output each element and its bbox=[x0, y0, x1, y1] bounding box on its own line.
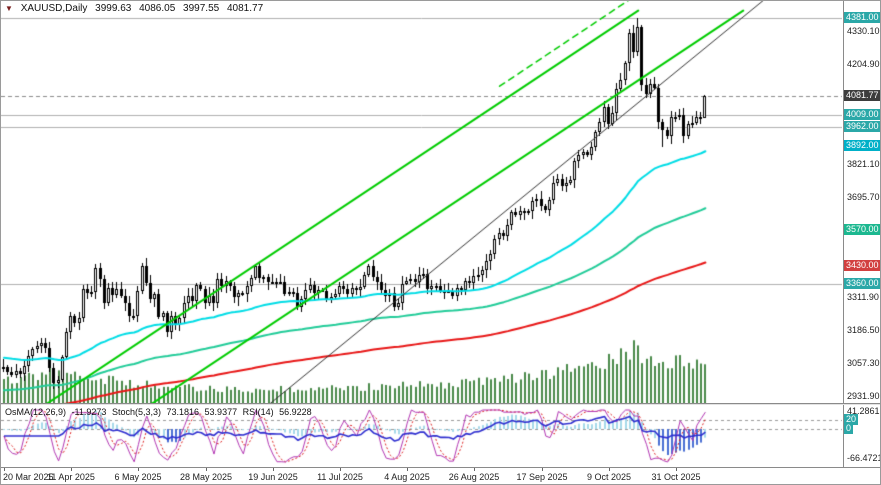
price-level-label: 3892.00 bbox=[844, 139, 880, 151]
time-axis[interactable]: 20 Mar 2025 11 Apr 2025 6 May 2025 28 May 2… bbox=[1, 467, 880, 484]
indicator-tick-label: -66.4721 bbox=[847, 453, 881, 463]
date-label: 26 Aug 2025 bbox=[448, 472, 500, 482]
date-tick-mark bbox=[676, 468, 677, 471]
date-label: 6 May 2025 bbox=[114, 472, 162, 482]
stoch-label: Stoch(5,3,3) bbox=[111, 407, 161, 417]
date-label: 28 May 2025 bbox=[179, 472, 233, 482]
date-label: 9 Oct 2025 bbox=[586, 472, 632, 482]
date-tick-mark bbox=[474, 468, 475, 471]
date-label: 11 Jul 2025 bbox=[317, 472, 363, 482]
indicator-tick-label: 41.2861 bbox=[847, 406, 880, 416]
date-tick-mark bbox=[407, 468, 408, 471]
date-tick-mark bbox=[273, 468, 274, 471]
price-level-label: 4009.00 bbox=[844, 109, 880, 121]
price-level-label: 3430.00 bbox=[844, 260, 880, 272]
date-tick-mark bbox=[206, 468, 207, 471]
date-label: 4 Aug 2025 bbox=[384, 472, 430, 482]
date-tick-mark bbox=[340, 468, 341, 471]
indicator-axis[interactable]: 41.2861 -66.4721 20 0 bbox=[843, 405, 881, 467]
price-tick-label: 3821.10 bbox=[847, 159, 880, 170]
price-level-label: 3962.00 bbox=[844, 121, 880, 133]
open-value: 3999.63 bbox=[95, 3, 132, 14]
price-tick-label: 4204.90 bbox=[847, 59, 880, 70]
pane-splitter[interactable] bbox=[1, 403, 880, 405]
date-tick-mark bbox=[609, 468, 610, 471]
price-tick-label: 4330.10 bbox=[847, 26, 880, 37]
price-level-label: 4081.77 bbox=[844, 90, 880, 102]
rsi-value: 56.9228 bbox=[279, 407, 312, 417]
osma-value: -11.9273 bbox=[71, 407, 107, 417]
price-level-label: 3570.00 bbox=[844, 223, 880, 235]
date-label: 20 Mar 2025 bbox=[3, 472, 54, 482]
date-tick-mark bbox=[4, 468, 5, 471]
date-label: 19 Jun 2025 bbox=[248, 472, 298, 482]
date-label: 17 Sep 2025 bbox=[516, 472, 568, 482]
indicator-canvas[interactable] bbox=[1, 405, 842, 467]
symbol-dropdown-icon[interactable]: ▼ bbox=[5, 4, 13, 13]
date-tick-mark bbox=[138, 468, 139, 471]
rsi-label: RSI(14) bbox=[242, 407, 274, 417]
date-tick-mark bbox=[542, 468, 543, 471]
price-tick-label: 3057.30 bbox=[847, 358, 880, 369]
chart-info-line: ▼ XAUUSD,Daily 3999.63 4086.05 3997.55 4… bbox=[5, 3, 268, 14]
price-level-label: 4381.00 bbox=[844, 12, 880, 24]
low-value: 3997.55 bbox=[183, 3, 220, 14]
price-tick-label: 3695.70 bbox=[847, 191, 880, 202]
price-chart-canvas[interactable] bbox=[1, 1, 842, 403]
price-tick-label: 2931.90 bbox=[847, 390, 880, 401]
price-tick-label: 3311.90 bbox=[847, 291, 879, 302]
date-label: 11 Apr 2025 bbox=[47, 472, 95, 482]
high-value: 4086.05 bbox=[139, 3, 176, 14]
price-axis[interactable]: 4330.10 4204.90 3821.10 3695.70 3311.90 3186.… bbox=[843, 1, 880, 403]
date-label: 31 Oct 2025 bbox=[651, 472, 701, 482]
stoch-d-value: 53.9377 bbox=[204, 407, 238, 417]
indicator-level-label: 0 bbox=[844, 423, 854, 434]
indicator-readout: OsMA(12,26,9) -11.9273 Stoch(5,3,3) 73.1… bbox=[5, 407, 315, 417]
stoch-k-value: 73.1816 bbox=[166, 407, 200, 417]
close-value: 4081.77 bbox=[226, 3, 264, 14]
osma-label: OsMA(12,26,9) bbox=[5, 407, 67, 417]
price-tick-label: 3186.50 bbox=[847, 324, 880, 335]
symbol-period-label: XAUUSD,Daily bbox=[20, 3, 88, 14]
price-level-label: 3360.00 bbox=[844, 278, 880, 290]
date-tick-mark bbox=[71, 468, 72, 471]
indicator-level-label: 20 bbox=[844, 414, 859, 426]
